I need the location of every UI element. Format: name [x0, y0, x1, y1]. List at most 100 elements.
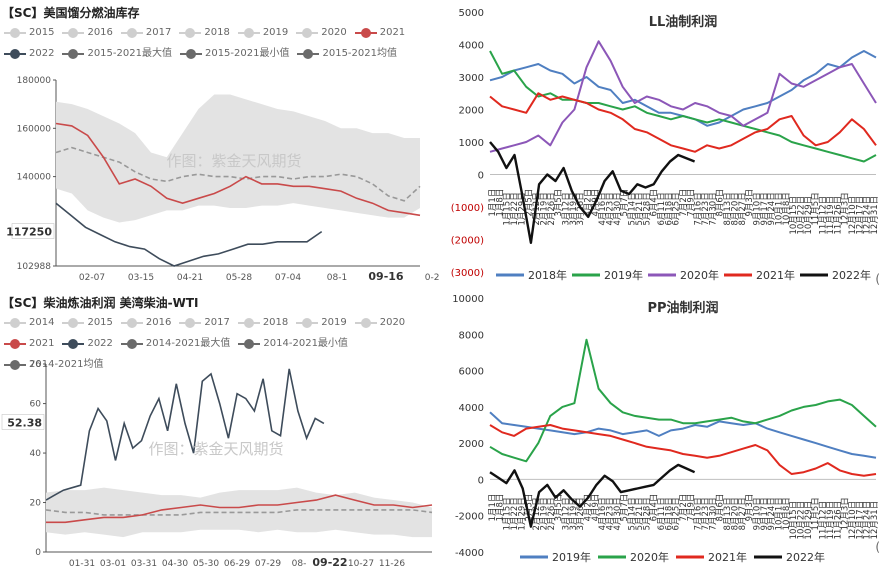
series-line-2021 — [46, 494, 433, 524]
x-tick-label: 6月18日 — [664, 192, 674, 225]
x-tick-label: 03-15 — [128, 273, 154, 283]
legend-item[interactable]: 2022年 — [800, 268, 871, 282]
legend-item[interactable]: 2015-2021最大值 — [62, 45, 172, 63]
legend-item[interactable]: 2015 — [4, 24, 54, 42]
panel-ll-margin: LL油制利润 5000 4000 3000 2000 1000 0 (1000) (2000) (… — [440, 0, 882, 290]
x-tick-label: 8月13日 — [723, 192, 733, 225]
legend-item[interactable]: 2016 — [120, 314, 171, 332]
legend-label: 2018年 — [528, 268, 567, 282]
legend-label: 2014 — [29, 317, 55, 328]
legend-label: 2022 — [29, 48, 55, 59]
x-tick-label: 11月19日 — [826, 196, 836, 235]
series-line-2014-2021均值 — [45, 509, 433, 516]
legend-item[interactable]: 2018 — [179, 24, 230, 42]
y-tick-label: 40 — [30, 449, 42, 459]
series-line-2018年 — [489, 50, 877, 127]
series-line-2022年 — [489, 463, 696, 528]
edge-marker-icon: ( — [875, 540, 880, 554]
legend-marker-icon — [297, 49, 320, 59]
legend-item[interactable]: 2014 — [4, 314, 54, 332]
legend-item[interactable]: 2020 — [354, 314, 405, 332]
y-tick-label: (3000) — [451, 268, 484, 279]
y-tick-label: (1000) — [451, 203, 484, 214]
x-tick-label: 9月17日 — [760, 192, 770, 225]
legend-label: 2019 — [262, 27, 289, 38]
legend-item[interactable]: 2022 — [62, 335, 113, 353]
x-tick-label: 4月23日 — [606, 497, 616, 530]
x-tick-label: 9月17日 — [760, 497, 770, 530]
x-tick-label: 8月20日 — [730, 497, 740, 530]
y-tick-label: 60 — [30, 400, 42, 410]
series-line-2021 — [55, 122, 421, 217]
legend-item[interactable]: 2015-2021均值 — [297, 45, 397, 63]
y-tick-label: 140000 — [17, 173, 52, 183]
legend-item[interactable]: 2021年 — [676, 550, 747, 564]
legend-item[interactable]: 2014-2021最小值 — [238, 335, 348, 353]
x-tick-label: 7月9日 — [686, 189, 696, 217]
x-tick-label: 1月8日 — [495, 189, 505, 217]
legend-item[interactable]: 2022 — [4, 45, 54, 63]
legend-item[interactable]: 2017 — [179, 314, 230, 332]
legend-item[interactable]: 2018年 — [496, 268, 567, 282]
legend-item[interactable]: 2021年 — [724, 268, 795, 282]
x-tick-label: 03-31 — [131, 559, 157, 569]
legend-label: 2021年 — [756, 268, 795, 282]
x-tick-label: 8月27日 — [738, 497, 748, 530]
x-tick-label: 7月16日 — [694, 497, 704, 530]
legend-item[interactable]: 2019年 — [572, 268, 643, 282]
legend-item[interactable]: 2019 — [237, 24, 289, 42]
y-tick-label: 2000 — [459, 439, 484, 450]
x-tick-label: 07-29 — [255, 559, 281, 569]
legend-item[interactable]: 2021 — [4, 335, 54, 353]
x-tick-label: 08- — [292, 559, 307, 569]
x-tick-label: 4月2日 — [584, 189, 594, 217]
legend-item[interactable]: 2021 — [354, 24, 405, 42]
legend-label: 2022 — [87, 338, 113, 349]
x-tick-label: 10月15日 — [789, 501, 799, 540]
x-tick-label: 8月13日 — [723, 497, 733, 530]
x-tick-label: 1月15日 — [503, 497, 513, 530]
legend-label: 2022年 — [786, 550, 825, 564]
x-tick-label: 2月19日 — [539, 497, 549, 530]
legend-item[interactable]: 2016 — [62, 24, 113, 42]
watermark-text: 作图：紫金天风期货 — [166, 152, 301, 170]
legend-item[interactable]: 2014-2021最大值 — [120, 335, 230, 353]
legend-diesel-crack: 2014 2015 2016 2017 2018 2019 2020 2021 2022 2014… — [4, 314, 436, 377]
legend-marker-icon — [179, 49, 202, 59]
legend-item[interactable]: 2015 — [62, 314, 113, 332]
x-tick-label: 1月29日 — [517, 192, 527, 225]
y-tick-label: 160000 — [17, 124, 52, 134]
x-tick-label: 6月4日 — [650, 189, 660, 217]
legend-label: 2015 — [29, 27, 55, 38]
legend-marker-icon — [237, 28, 260, 38]
series-line-2021年 — [489, 424, 877, 477]
legend-label: 2020年 — [680, 268, 719, 282]
x-tick-label: 10月22日 — [797, 196, 807, 235]
y-tick-label: 2000 — [459, 106, 484, 117]
x-tick-label: 5月21日 — [635, 497, 645, 530]
x-tick-label: 10月15日 — [789, 196, 799, 235]
legend-item[interactable]: 2020 — [296, 24, 347, 42]
y-tick-label: 1000 — [459, 138, 484, 149]
x-tick-label: 08-1 — [327, 273, 347, 283]
x-tick-label: 8月20日 — [730, 192, 740, 225]
x-tick-label: 7月23日 — [701, 192, 711, 225]
legend-item[interactable]: 2015-2021最小值 — [179, 45, 289, 63]
x-tick-label: 12月10日 — [848, 196, 858, 235]
x-tick-label: 9月24日 — [767, 192, 777, 225]
legend-label: 2019年 — [552, 550, 591, 564]
legend-item[interactable]: 2020年 — [648, 268, 719, 282]
legend-marker-icon — [62, 28, 85, 38]
x-tick-label: 10月1日 — [775, 192, 785, 225]
current-value-badge — [11, 223, 55, 239]
legend-item[interactable]: 2014-2021均值 — [4, 356, 104, 374]
panel-pp-margin: PP油制利润 10000 8000 6000 4000 2000 0 -2000 -4000 1月… — [440, 290, 882, 572]
legend-item[interactable]: 2019年 — [520, 550, 591, 564]
y-tick-label: -4000 — [455, 548, 484, 559]
legend-item[interactable]: 2017 — [120, 24, 171, 42]
legend-item[interactable]: 2022年 — [754, 550, 825, 564]
x-tick-label: 12月3日 — [841, 192, 851, 225]
legend-item[interactable]: 2019 — [296, 314, 347, 332]
legend-item[interactable]: 2020年 — [598, 550, 669, 564]
legend-item[interactable]: 2018 — [237, 314, 288, 332]
